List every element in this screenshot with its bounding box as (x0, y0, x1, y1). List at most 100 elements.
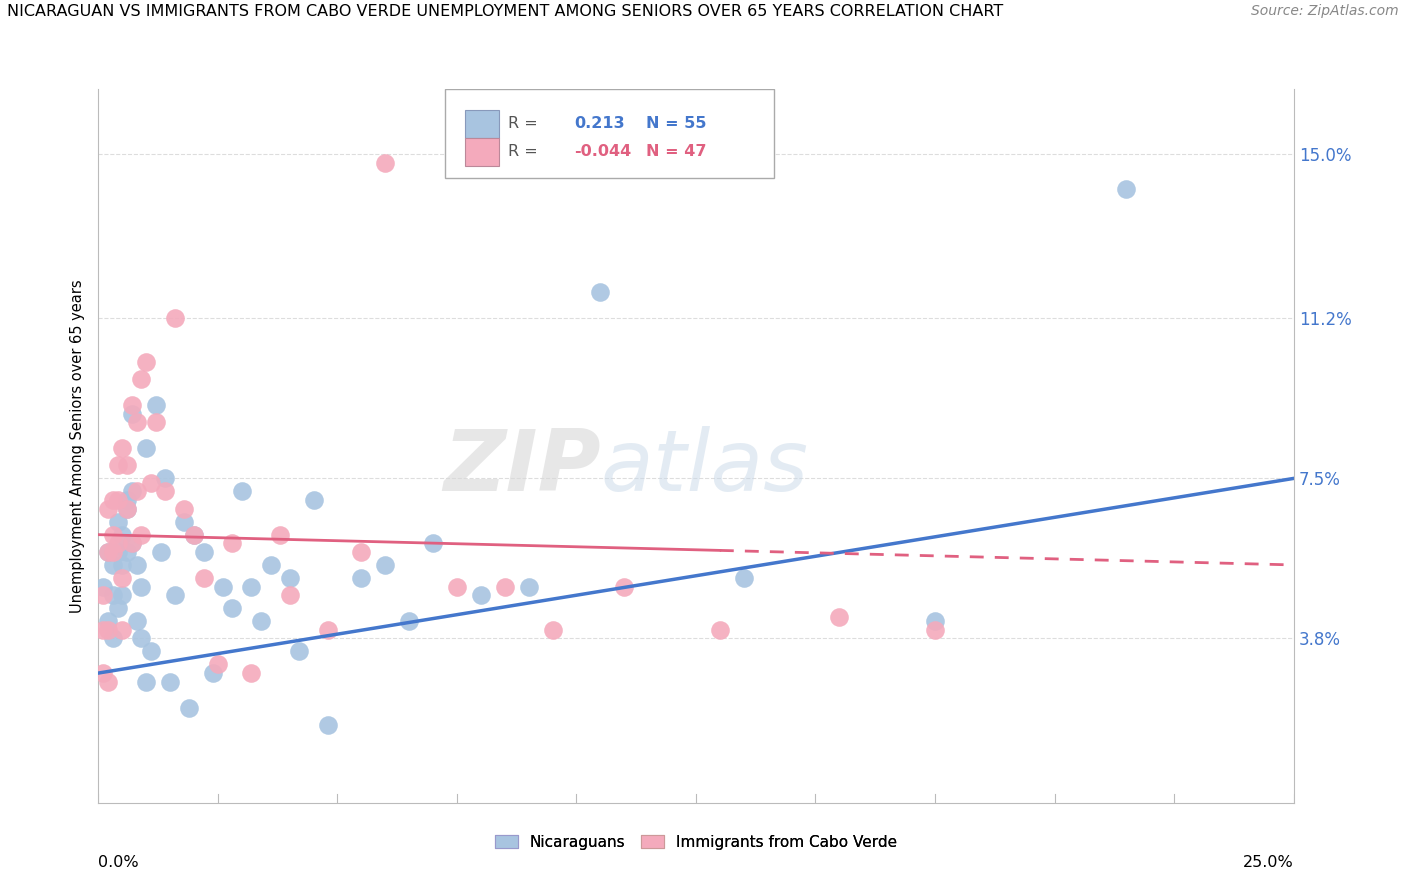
Text: atlas: atlas (600, 425, 808, 509)
Point (91, 588, 114, 602)
Point (240, 666, 263, 681)
Point (541, 623, 564, 637)
Point (115, 545, 138, 559)
Point (111, 558, 134, 572)
Point (91, 666, 114, 681)
Point (97, 623, 120, 637)
FancyBboxPatch shape (465, 110, 499, 138)
Point (107, 545, 129, 559)
Point (207, 657, 229, 672)
Point (107, 515, 129, 529)
Point (173, 515, 195, 529)
Text: R =: R = (509, 117, 538, 131)
Text: Source: ZipAtlas.com: Source: ZipAtlas.com (1251, 4, 1399, 19)
Point (135, 354, 157, 368)
Point (709, 623, 731, 637)
Point (131, 580, 153, 594)
Point (1115, 182, 1137, 196)
Point (374, 155, 396, 169)
Point (115, 493, 138, 508)
Point (101, 545, 124, 559)
Text: NICARAGUAN VS IMMIGRANTS FROM CABO VERDE UNEMPLOYMENT AMONG SENIORS OVER 65 YEAR: NICARAGUAN VS IMMIGRANTS FROM CABO VERDE… (7, 4, 1004, 20)
Point (316, 718, 339, 732)
Point (163, 588, 186, 602)
Point (91, 623, 114, 637)
Point (163, 311, 186, 326)
Point (278, 571, 301, 585)
Point (121, 536, 143, 550)
Text: N = 47: N = 47 (645, 145, 706, 160)
Point (159, 674, 181, 689)
Point (374, 558, 396, 572)
Point (97, 545, 120, 559)
Point (115, 501, 138, 516)
Point (97, 545, 120, 559)
Text: ZIP: ZIP (443, 425, 600, 509)
Point (111, 588, 134, 602)
Point (924, 614, 946, 628)
Legend: Nicaraguans, Immigrants from Cabo Verde: Nicaraguans, Immigrants from Cabo Verde (489, 829, 903, 855)
Point (193, 571, 215, 585)
Point (613, 580, 636, 594)
Point (101, 588, 124, 602)
Point (288, 644, 311, 658)
Point (97, 674, 120, 689)
Text: 25.0%: 25.0% (1243, 855, 1294, 870)
Point (269, 527, 291, 541)
Point (107, 493, 129, 508)
Point (111, 571, 134, 585)
Point (733, 571, 755, 585)
Point (828, 610, 851, 624)
Point (221, 536, 243, 550)
Point (97, 614, 120, 628)
Text: N = 55: N = 55 (645, 117, 706, 131)
Point (139, 644, 162, 658)
FancyBboxPatch shape (465, 137, 499, 166)
Point (183, 527, 205, 541)
Point (149, 545, 172, 559)
Point (101, 527, 124, 541)
Point (125, 558, 148, 572)
Text: -0.044: -0.044 (574, 145, 631, 160)
Point (589, 285, 612, 300)
Point (97, 501, 120, 516)
Point (145, 415, 167, 429)
Point (250, 614, 273, 628)
Point (135, 441, 157, 455)
Point (131, 527, 153, 541)
Point (179, 700, 201, 714)
Point (145, 398, 167, 412)
Point (422, 536, 444, 550)
Point (202, 666, 225, 681)
Point (259, 558, 281, 572)
Point (470, 588, 492, 602)
Point (121, 536, 143, 550)
Point (494, 580, 516, 594)
Point (231, 484, 253, 499)
Point (107, 536, 129, 550)
Text: R =: R = (509, 145, 538, 160)
Point (302, 493, 325, 508)
Point (111, 623, 134, 637)
Point (350, 545, 373, 559)
Point (155, 471, 177, 485)
Point (115, 501, 138, 516)
Point (139, 475, 162, 490)
Point (111, 441, 134, 455)
Point (101, 632, 124, 646)
Point (115, 458, 138, 473)
Point (240, 580, 263, 594)
Point (446, 580, 468, 594)
Y-axis label: Unemployment Among Seniors over 65 years: Unemployment Among Seniors over 65 years (70, 279, 86, 613)
FancyBboxPatch shape (444, 89, 773, 178)
Point (107, 601, 129, 615)
Point (111, 527, 134, 541)
Point (121, 407, 143, 421)
Point (91, 580, 114, 594)
Point (107, 458, 129, 473)
Point (517, 580, 540, 594)
Point (131, 632, 153, 646)
Point (121, 398, 143, 412)
Point (125, 484, 148, 499)
Text: 0.213: 0.213 (574, 117, 624, 131)
